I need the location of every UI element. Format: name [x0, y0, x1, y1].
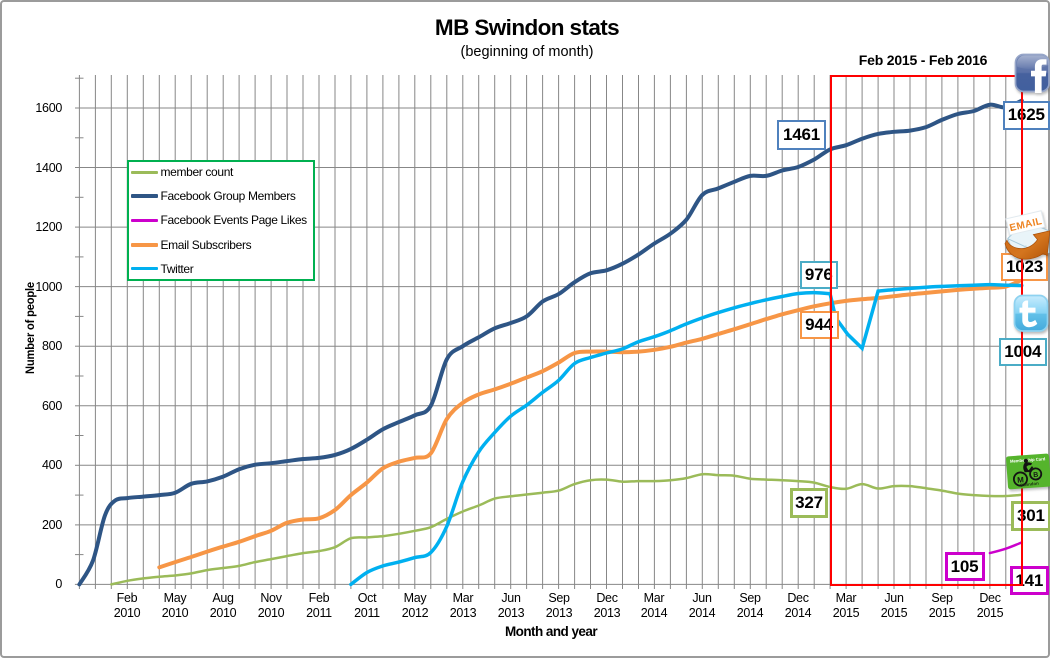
svg-text:SWindon: SWindon [1020, 481, 1040, 488]
svg-text:B: B [1033, 472, 1039, 479]
svg-text:Membership Card: Membership Card [1010, 456, 1046, 463]
svg-text:M: M [1017, 475, 1025, 484]
